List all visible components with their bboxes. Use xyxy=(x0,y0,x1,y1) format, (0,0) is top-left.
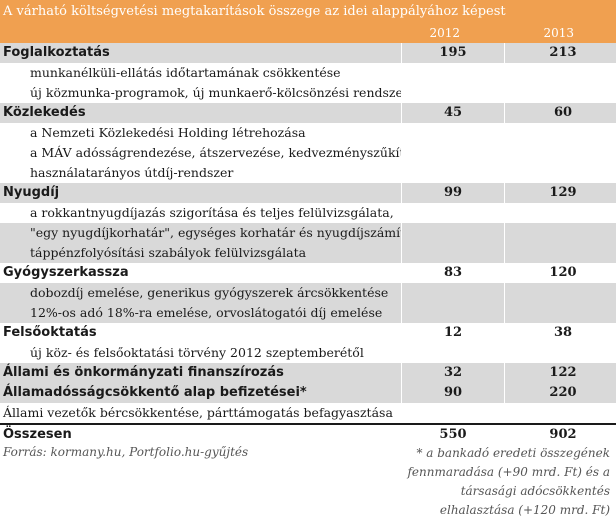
savings-table: Foglalkoztatás 195 213 munkanélküli-ellátás… xyxy=(0,43,616,445)
category-row: Gyógyszerkassza 83 120 xyxy=(0,263,616,283)
category-row: Felsőoktatás 12 38 xyxy=(0,323,616,343)
value-2013 xyxy=(504,163,616,183)
value-2013 xyxy=(504,123,616,143)
value-2012: 195 xyxy=(401,43,505,63)
year-2013-header: 2013 xyxy=(543,26,574,40)
value-2013 xyxy=(504,223,616,243)
detail-label: a MÁV adósságrendezése, átszervezése, ke… xyxy=(0,143,402,163)
value-2013 xyxy=(504,283,616,303)
value-2013: 220 xyxy=(504,383,616,403)
detail-row: 12%-os adó 18%-ra emelése, orvoslátogató… xyxy=(0,303,616,323)
value-2013 xyxy=(504,243,616,263)
category-label: Összesen xyxy=(0,423,402,445)
category-row: Közlekedés 45 60 xyxy=(0,103,616,123)
value-2013 xyxy=(504,403,616,424)
detail-row: használatarányos útdíj-rendszer xyxy=(0,163,616,183)
value-2012 xyxy=(401,303,505,323)
value-2012 xyxy=(401,83,505,103)
value-2012: 550 xyxy=(401,423,505,445)
value-2012: 45 xyxy=(401,103,505,123)
detail-row: munkanélküli-ellátás időtartamának csökk… xyxy=(0,63,616,83)
value-2012 xyxy=(401,243,505,263)
value-2012 xyxy=(401,403,505,424)
year-2012-header: 2012 xyxy=(429,26,460,40)
detail-label: új köz- és felsőoktatási törvény 2012 sz… xyxy=(0,343,402,363)
value-2013: 129 xyxy=(504,183,616,203)
detail-label: "egy nyugdíjkorhatár", egységes korhatár… xyxy=(0,223,402,243)
category-row: Nyugdíj 99 129 xyxy=(0,183,616,203)
value-2012 xyxy=(401,123,505,143)
value-2013 xyxy=(504,203,616,223)
detail-row: dobozdíj emelése, generikus gyógyszerek … xyxy=(0,283,616,303)
value-2012 xyxy=(401,203,505,223)
value-2013: 38 xyxy=(504,323,616,343)
detail-label: dobozdíj emelése, generikus gyógyszerek … xyxy=(0,283,402,303)
category-row: Állami és önkormányzati finanszírozás 32 1… xyxy=(0,363,616,383)
detail-label: Állami vezetők bércsökkentése, párttámog… xyxy=(0,403,402,424)
category-row: Összesen 550 902 xyxy=(0,423,616,445)
detail-label: munkanélküli-ellátás időtartamának csökk… xyxy=(0,63,402,83)
value-2012 xyxy=(401,63,505,83)
value-2012: 90 xyxy=(401,383,505,403)
value-2012: 12 xyxy=(401,323,505,343)
detail-row: a Nemzeti Közlekedési Holding létrehozás… xyxy=(0,123,616,143)
detail-label: a Nemzeti Közlekedési Holding létrehozás… xyxy=(0,123,402,143)
value-2013 xyxy=(504,63,616,83)
detail-row: "egy nyugdíjkorhatár", egységes korhatár… xyxy=(0,223,616,243)
category-label: Nyugdíj xyxy=(0,183,402,203)
detail-label: 12%-os adó 18%-ra emelése, orvoslátogató… xyxy=(0,303,402,323)
detail-label: a rokkantnyugdíjazás szigorítása és telj… xyxy=(0,203,402,223)
detail-label: használatarányos útdíj-rendszer xyxy=(0,163,402,183)
category-label: Felsőoktatás xyxy=(0,323,402,343)
value-2013: 213 xyxy=(504,43,616,63)
table-title: A várható költségvetési megtakarítások ö… xyxy=(0,0,616,24)
category-row: Foglalkoztatás 195 213 xyxy=(0,43,616,63)
detail-row: új köz- és felsőoktatási törvény 2012 sz… xyxy=(0,343,616,363)
category-label: Gyógyszerkassza xyxy=(0,263,402,283)
value-2013: 120 xyxy=(504,263,616,283)
detail-row: a rokkantnyugdíjazás szigorítása és telj… xyxy=(0,203,616,223)
value-2013: 60 xyxy=(504,103,616,123)
value-2012 xyxy=(401,163,505,183)
value-2013 xyxy=(504,83,616,103)
footnote: * a bankadó eredeti összegének fennmarad… xyxy=(407,446,610,517)
detail-row: új közmunka-programok, új munkaerő-kölcs… xyxy=(0,83,616,103)
detail-row: a MÁV adósságrendezése, átszervezése, ke… xyxy=(0,143,616,163)
value-2012 xyxy=(401,343,505,363)
value-2012: 83 xyxy=(401,263,505,283)
value-2012: 99 xyxy=(401,183,505,203)
category-label: Államadósságcsökkentő alap befizetései* xyxy=(0,383,402,403)
value-2012: 32 xyxy=(401,363,505,383)
category-label: Állami és önkormányzati finanszírozás xyxy=(0,363,402,383)
detail-label: táppénzfolyósítási szabályok felülvizsgá… xyxy=(0,243,402,263)
detail-label: új közmunka-programok, új munkaerő-kölcs… xyxy=(0,83,402,103)
value-2013 xyxy=(504,143,616,163)
value-2012 xyxy=(401,283,505,303)
value-2013 xyxy=(504,303,616,323)
value-2012 xyxy=(401,223,505,243)
value-2012 xyxy=(401,143,505,163)
detail-row: Állami vezetők bércsökkentése, párttámog… xyxy=(0,403,616,424)
source-note: Forrás: kormany.hu, Portfolio.hu-gyűjtés xyxy=(3,445,249,459)
category-row: Államadósságcsökkentő alap befizetései* 9… xyxy=(0,383,616,403)
detail-row: táppénzfolyósítási szabályok felülvizsgá… xyxy=(0,243,616,263)
category-label: Közlekedés xyxy=(0,103,402,123)
year-header: 2012 2013 xyxy=(0,24,616,43)
value-2013: 122 xyxy=(504,363,616,383)
value-2013: 902 xyxy=(504,423,616,445)
value-2013 xyxy=(504,343,616,363)
category-label: Foglalkoztatás xyxy=(0,43,402,63)
